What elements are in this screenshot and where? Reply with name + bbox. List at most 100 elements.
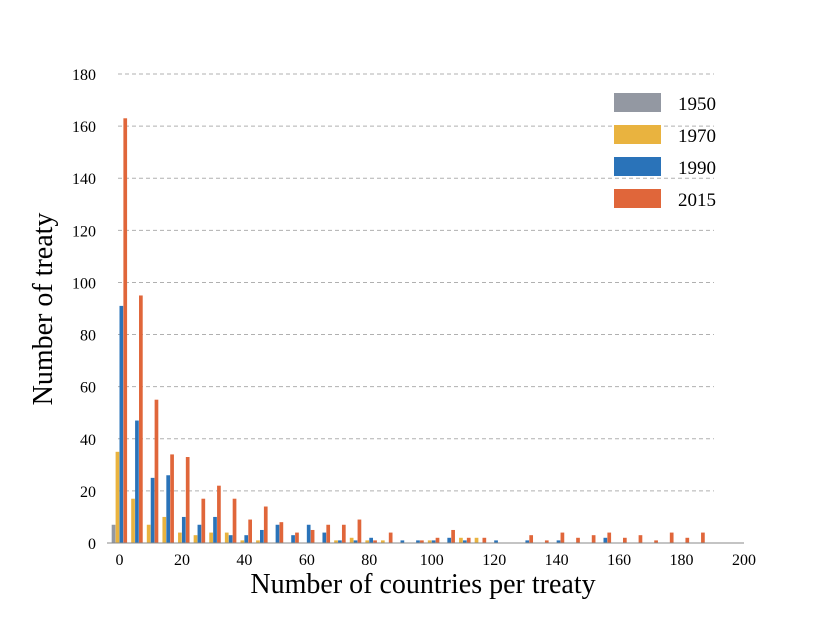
bar-1990 — [197, 524, 202, 543]
grid-lines — [118, 73, 714, 492]
bar-2015 — [623, 537, 627, 543]
bar-2015 — [326, 524, 331, 543]
bar-2015 — [388, 532, 393, 543]
y-tick-label: 160 — [72, 119, 96, 136]
bar-2015 — [295, 532, 299, 543]
bar-2015 — [435, 537, 440, 543]
bar-1970 — [224, 532, 229, 543]
bar-1970 — [193, 535, 198, 543]
y-tick-label: 120 — [72, 223, 96, 240]
bar-1970 — [334, 540, 338, 543]
bar-2015 — [357, 519, 362, 543]
legend-swatch-1970 — [614, 125, 661, 144]
bar-1990 — [431, 540, 436, 543]
bar-1990 — [353, 540, 358, 543]
bar-2015 — [591, 535, 596, 543]
bar-1990 — [400, 540, 405, 543]
bar-1990 — [119, 305, 124, 543]
bar-2015 — [560, 532, 565, 543]
bar-2015 — [701, 532, 705, 543]
bar-1990 — [166, 475, 171, 543]
y-tick-label: 180 — [72, 67, 96, 84]
legend-swatch-2015 — [614, 189, 661, 208]
bar-1990 — [244, 535, 249, 543]
bar-2015 — [576, 537, 580, 543]
bar-1990 — [447, 537, 452, 543]
bar-1990 — [525, 540, 530, 543]
bar-2015 — [451, 529, 455, 543]
legend-label-2015: 2015 — [678, 190, 716, 211]
x-tick-label: 160 — [607, 552, 631, 569]
bar-2015 — [482, 537, 487, 543]
bar-2015 — [420, 540, 424, 543]
bar-2015 — [185, 457, 190, 543]
y-tick-label: 40 — [80, 432, 96, 449]
x-tick-label: 40 — [236, 552, 252, 569]
bar-1990 — [603, 537, 608, 543]
bar-1950 — [111, 524, 116, 543]
x-tick-label: 180 — [670, 552, 694, 569]
bar-2015 — [263, 506, 268, 543]
bar-2015 — [607, 532, 612, 543]
bar-2015 — [638, 535, 643, 543]
bar-2015 — [544, 540, 549, 543]
bar-1990 — [213, 516, 217, 543]
bar-2015 — [373, 540, 377, 543]
legend-label-1970: 1970 — [678, 126, 716, 147]
bar-1970 — [459, 537, 463, 543]
bar-1990 — [462, 540, 467, 543]
bar-1990 — [150, 477, 155, 543]
bar-2015 — [654, 540, 658, 543]
bars — [111, 118, 705, 543]
y-tick-label: 0 — [88, 536, 96, 553]
legend-label-1950: 1950 — [678, 94, 716, 115]
y-axis-ticks: 0 20 40 60 80 100 120 140 160 180 — [72, 67, 96, 553]
bar-1970 — [381, 540, 385, 543]
bar-2015 — [232, 498, 237, 543]
bar-1990 — [135, 420, 139, 543]
bar-2015 — [154, 399, 159, 543]
bar-2015 — [669, 532, 674, 543]
x-tick-label: 80 — [361, 552, 377, 569]
bar-1970 — [178, 532, 182, 543]
bar-1970 — [146, 524, 151, 543]
bar-1990 — [494, 540, 498, 543]
legend: 1950 1970 1990 2015 — [614, 93, 716, 211]
legend-swatch-1950 — [614, 93, 661, 112]
y-axis-label: Number of treaty — [28, 213, 59, 406]
bar-1990 — [275, 524, 280, 543]
y-tick-label: 20 — [80, 484, 96, 501]
x-tick-label: 140 — [545, 552, 569, 569]
bar-2015 — [248, 519, 252, 543]
bar-2015 — [217, 485, 221, 543]
bar-2015 — [279, 522, 284, 543]
bar-2015 — [685, 537, 690, 543]
bar-1990 — [306, 524, 311, 543]
y-tick-label: 100 — [72, 275, 96, 292]
bar-1990 — [369, 537, 373, 543]
bar-1990 — [291, 535, 295, 543]
bar-1970 — [115, 451, 120, 543]
x-tick-label: 120 — [482, 552, 506, 569]
bar-1990 — [556, 540, 561, 543]
x-axis-ticks: 0 20 40 60 80 100 120 140 160 180 200 — [115, 552, 756, 569]
x-tick-label: 60 — [299, 552, 315, 569]
bar-1990 — [181, 516, 186, 543]
bar-1970 — [256, 540, 260, 543]
bar-1970 — [209, 532, 213, 543]
x-axis-label: Number of countries per treaty — [250, 569, 595, 600]
bar-2015 — [139, 295, 143, 543]
x-tick-label: 20 — [174, 552, 190, 569]
bar-2015 — [170, 454, 174, 543]
y-tick-label: 140 — [72, 171, 96, 188]
legend-label-1990: 1990 — [678, 158, 716, 179]
x-tick-label: 200 — [732, 552, 756, 569]
bar-1970 — [474, 537, 479, 543]
x-tick-label: 0 — [115, 552, 123, 569]
bar-1990 — [322, 532, 327, 543]
bar-1990 — [416, 540, 420, 543]
bar-2015 — [201, 498, 206, 543]
bar-1990 — [260, 529, 264, 543]
bar-2015 — [466, 537, 471, 543]
